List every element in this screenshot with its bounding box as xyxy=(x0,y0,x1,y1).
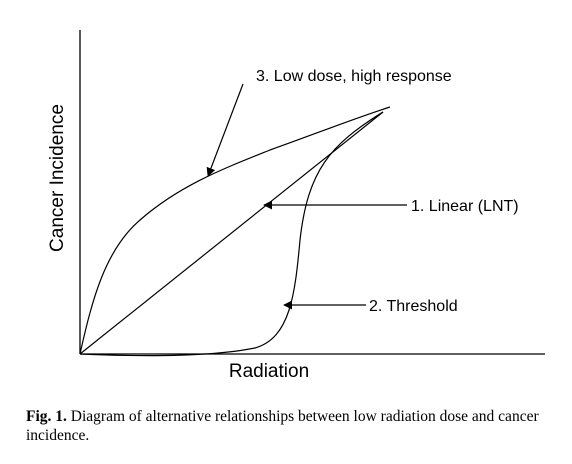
y-axis-label: Cancer Incidence xyxy=(47,104,68,252)
annotation-linear: 1. Linear (LNT) xyxy=(411,198,519,215)
diagram-canvas: Cancer Incidence Radiation 3. Low dose, … xyxy=(47,30,545,382)
figure-label: Fig. 1. xyxy=(26,408,67,425)
arrow-low-dose-high-response xyxy=(206,83,244,177)
curve-threshold xyxy=(79,111,384,357)
curve-low-dose-high-response xyxy=(79,106,391,355)
annotation-threshold: 2. Threshold xyxy=(369,298,458,315)
curve-linear xyxy=(79,111,384,355)
annotation-low-dose-high-response: 3. Low dose, high response xyxy=(256,68,452,85)
x-axis-label: Radiation xyxy=(229,361,309,382)
caption-text: Diagram of alternative relationships bet… xyxy=(26,408,539,444)
figure-caption: Fig. 1. Diagram of alternative relations… xyxy=(26,407,566,445)
